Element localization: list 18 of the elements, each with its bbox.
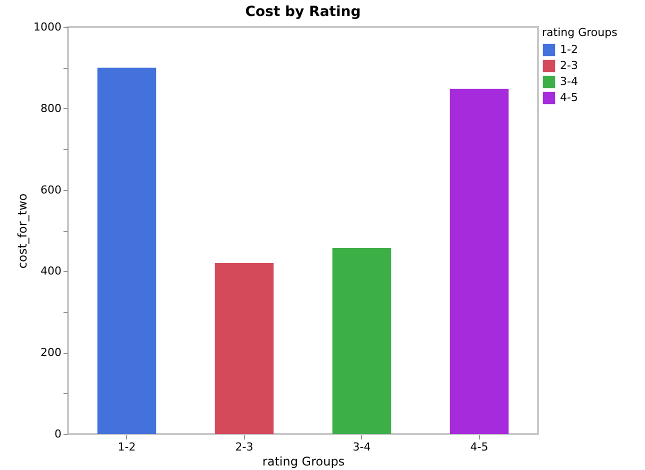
x-tick-label: 2-3 [235,440,254,454]
x-axis-title: rating Groups [262,454,345,468]
x-tick-label: 1-2 [118,440,136,454]
x-tick-label: 3-4 [352,440,371,454]
y-tick-label: 400 [40,264,62,278]
y-tick-label: 800 [40,102,62,115]
legend-label: 1-2 [560,43,578,56]
legend-label: 3-4 [560,75,578,88]
y-tick-label: 600 [40,183,62,196]
x-tick-label: 4-5 [470,440,488,454]
legend-label: 4-5 [560,91,578,104]
legend-label: 2-3 [560,59,578,72]
chart-title: Cost by Rating [245,4,361,20]
y-tick-label: 1000 [34,20,62,34]
y-tick-label: 0 [54,428,62,440]
y-tick-label: 200 [40,346,62,360]
y-axis-title: cost_for_two [16,193,30,269]
legend-title: rating Groups [542,26,618,39]
